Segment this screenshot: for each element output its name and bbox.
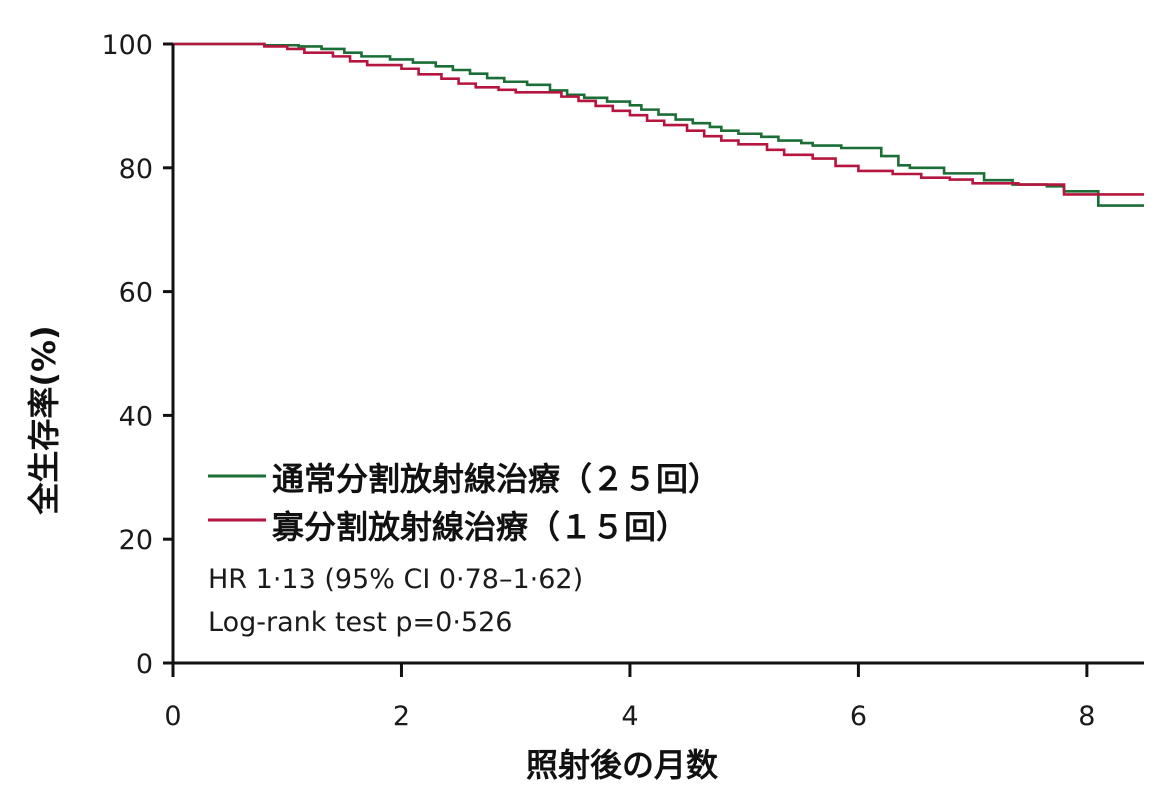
y-tick-label: 0 bbox=[136, 649, 153, 680]
y-tick-label: 80 bbox=[119, 154, 153, 185]
legend: 通常分割放射線治療（２５回） 寡分割放射線治療（１５回） bbox=[208, 460, 720, 546]
legend-label-conventional: 通常分割放射線治療（２５回） bbox=[272, 460, 720, 498]
x-tick-label: 6 bbox=[850, 701, 867, 732]
x-tick-label: 4 bbox=[621, 701, 638, 732]
axes-layer bbox=[171, 44, 1144, 665]
y-axis-title: 全生存率(%) bbox=[25, 325, 63, 515]
legend-label-hypofractionated: 寡分割放射線治療（１５回） bbox=[271, 508, 688, 546]
hazard-ratio-annotation: HR 1·13 (95% CI 0·78–1·62) bbox=[208, 564, 583, 595]
x-axis-title: 照射後の月数 bbox=[526, 746, 719, 784]
series-line-conventional bbox=[173, 42, 1144, 207]
y-tick-label: 60 bbox=[119, 278, 153, 309]
y-tick-label: 40 bbox=[119, 401, 153, 432]
series-layer bbox=[173, 42, 1144, 207]
x-tick-label: 0 bbox=[164, 701, 181, 732]
y-tick-label: 100 bbox=[101, 30, 153, 61]
x-tick-label: 8 bbox=[1078, 701, 1095, 732]
series-line-hypofractionated bbox=[173, 42, 1144, 196]
x-tick-label: 2 bbox=[393, 701, 410, 732]
ticks-layer: 0 20 40 60 80 100 0 2 4 6 8 bbox=[101, 30, 1095, 732]
log-rank-annotation: Log-rank test p=0·526 bbox=[208, 607, 512, 638]
y-tick-label: 20 bbox=[119, 525, 153, 556]
